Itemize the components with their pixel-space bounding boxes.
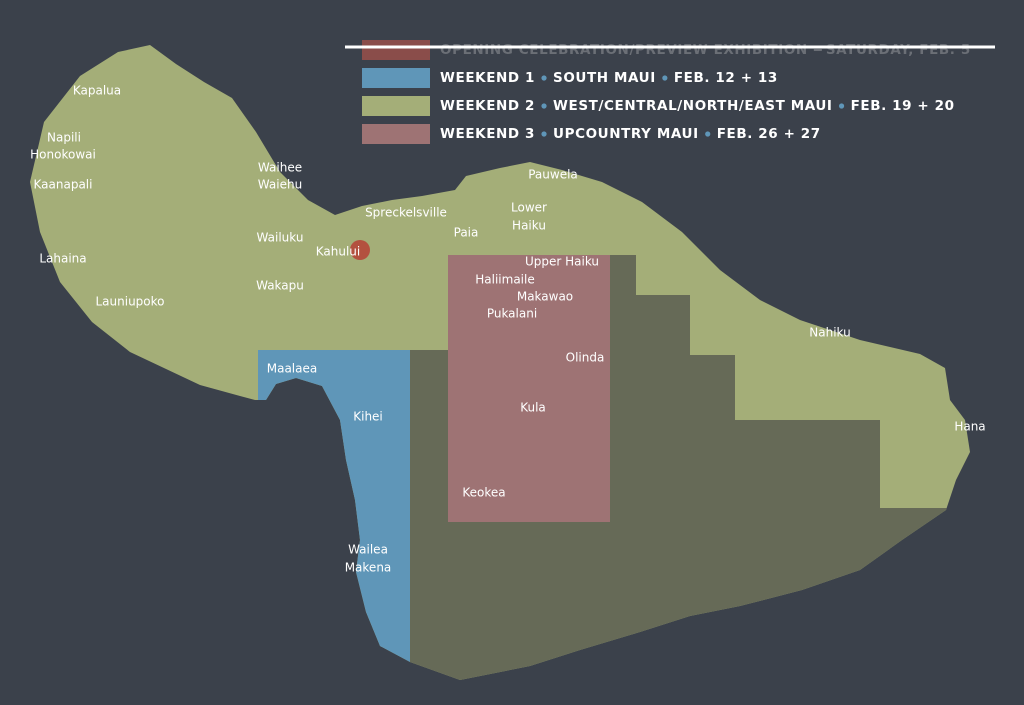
place-label: Honokowai [30, 148, 96, 162]
legend-separator [838, 103, 845, 109]
legend-text: WEST/CENTRAL/NORTH/EAST MAUI [553, 98, 833, 114]
place-label: Haiku [512, 219, 546, 233]
legend-separator [541, 75, 547, 81]
legend-text: WEEKEND 3 [440, 126, 535, 142]
legend-text: FEB. 26 + 27 [717, 126, 821, 142]
place-label: Maalaea [267, 362, 317, 376]
place-label: Wailuku [257, 231, 304, 245]
place-label: Waiehu [258, 178, 302, 192]
place-label: Kahului [316, 245, 361, 259]
place-label: Kula [520, 401, 546, 415]
legend-text: WEEKEND 2 [440, 98, 535, 114]
legend-text: OPENING CELEBRATION/PREVIEW EXHIBITION [440, 42, 808, 58]
legend-separator [705, 131, 711, 137]
places: Kapalua Napili Honokowai Kaanapali Lahaina La… [30, 84, 986, 575]
legend: OPENING CELEBRATION/PREVIEW EXHIBITION SA… [345, 40, 995, 144]
legend-text: UPCOUNTRY MAUI [553, 126, 699, 142]
place-label: Launiupoko [95, 295, 164, 309]
place-label: Pauwela [528, 168, 578, 182]
kahului-marker [350, 240, 370, 260]
legend-text: SATURDAY, FEB. 5 [826, 42, 971, 58]
place-label: Haliimaile [475, 273, 534, 287]
legend-separator [541, 131, 547, 137]
place-label: Makena [345, 561, 392, 575]
place-label: Waihee [258, 161, 302, 175]
place-label: Paia [454, 226, 479, 240]
place-label: Upper Haiku [525, 255, 599, 269]
legend-swatch [362, 124, 430, 144]
place-label: Nahiku [809, 326, 850, 340]
legend-swatch [362, 96, 430, 116]
place-label: Keokea [462, 486, 505, 500]
place-label: Pukalani [487, 307, 537, 321]
place-label: Spreckelsville [365, 206, 447, 220]
legend-text: SOUTH MAUI [553, 70, 656, 86]
legend-swatch [362, 40, 430, 60]
place-label: Hana [954, 420, 985, 434]
place-label: Wakapu [256, 279, 304, 293]
south-maui-region [258, 350, 410, 680]
place-label: Lower [511, 201, 547, 215]
legend-text: FEB. 19 + 20 [851, 98, 955, 114]
legend-separator [541, 103, 547, 109]
legend-text: WEEKEND 1 [440, 70, 535, 86]
place-label: Kihei [353, 410, 383, 424]
place-label: Napili [47, 131, 81, 145]
legend-separator [662, 75, 668, 81]
place-label: Lahaina [39, 252, 86, 266]
place-label: Wailea [348, 543, 388, 557]
place-label: Makawao [517, 290, 573, 304]
place-label: Kaanapali [34, 178, 93, 192]
legend-text: FEB. 12 + 13 [674, 70, 778, 86]
legend-swatch [362, 68, 430, 88]
upcountry-region [448, 255, 610, 522]
place-label: Olinda [566, 351, 605, 365]
place-label: Kapalua [73, 84, 121, 98]
